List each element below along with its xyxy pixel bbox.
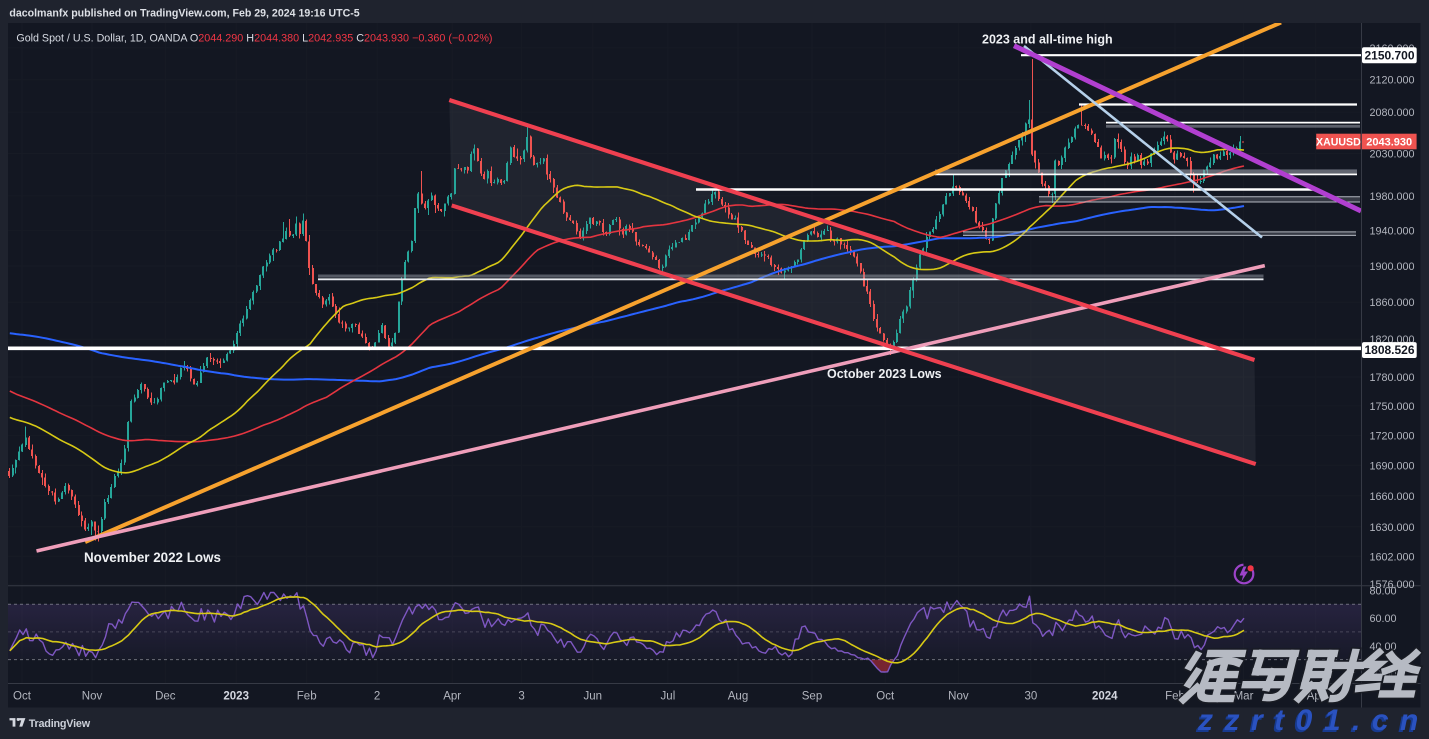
svg-text:November 2022 Lows: November 2022 Lows [84, 550, 221, 565]
svg-text:1750.000: 1750.000 [1370, 401, 1415, 413]
svg-text:Apr: Apr [443, 691, 461, 703]
svg-text:1780.000: 1780.000 [1370, 372, 1415, 384]
svg-text:2023 and all-time high: 2023 and all-time high [982, 33, 1113, 47]
svg-text:30: 30 [1025, 691, 1038, 703]
svg-text:1860.000: 1860.000 [1370, 297, 1415, 309]
svg-text:Nov: Nov [948, 691, 969, 703]
svg-text:1940.000: 1940.000 [1370, 226, 1415, 238]
svg-text:2080.000: 2080.000 [1370, 107, 1415, 119]
svg-text:1630.000: 1630.000 [1370, 522, 1415, 534]
svg-text:Gold Spot / U.S. Dollar, 1D, O: Gold Spot / U.S. Dollar, 1D, OANDA O2044… [16, 33, 492, 45]
svg-text:Aug: Aug [728, 691, 748, 703]
svg-text:Jul: Jul [661, 691, 676, 703]
svg-text:60.00: 60.00 [1370, 613, 1397, 625]
svg-text:Oct: Oct [13, 691, 32, 703]
svg-text:Jun: Jun [584, 691, 603, 703]
svg-text:Nov: Nov [82, 691, 103, 703]
svg-text:dacolmanfx published on Tradin: dacolmanfx published on TradingView.com,… [9, 8, 359, 20]
svg-text:Dec: Dec [155, 691, 176, 703]
svg-text:1690.000: 1690.000 [1370, 460, 1415, 472]
svg-text:1660.000: 1660.000 [1370, 491, 1415, 503]
svg-text:2024: 2024 [1092, 691, 1118, 703]
svg-text:80.00: 80.00 [1370, 585, 1397, 597]
svg-text:1602.000: 1602.000 [1370, 551, 1415, 563]
svg-text:TradingView: TradingView [29, 718, 91, 730]
svg-text:Oct: Oct [876, 691, 895, 703]
svg-text:2023: 2023 [223, 691, 249, 703]
svg-text:1980.000: 1980.000 [1370, 191, 1415, 203]
svg-text:zzrt01.cn: zzrt01.cn [1195, 706, 1428, 739]
svg-text:Mar: Mar [1234, 691, 1254, 703]
svg-text:2043.930: 2043.930 [1366, 136, 1412, 148]
svg-text:1576.000: 1576.000 [1370, 579, 1415, 591]
svg-text:2: 2 [374, 691, 380, 703]
svg-text:Sep: Sep [802, 691, 822, 703]
svg-text:2120.000: 2120.000 [1370, 75, 1415, 87]
svg-text:zzrt01.cn: zzrt01.cn [1197, 704, 1429, 737]
svg-text:2030.000: 2030.000 [1370, 149, 1415, 161]
svg-text:1808.526: 1808.526 [1364, 343, 1414, 357]
svg-text:2150.700: 2150.700 [1364, 49, 1414, 63]
svg-text:3: 3 [518, 691, 524, 703]
svg-text:XAUUSD: XAUUSD [1316, 136, 1361, 148]
svg-text:1900.000: 1900.000 [1370, 261, 1415, 273]
svg-text:Feb: Feb [297, 691, 317, 703]
svg-text:October 2023 Lows: October 2023 Lows [827, 367, 942, 381]
svg-text:1720.000: 1720.000 [1370, 430, 1415, 442]
